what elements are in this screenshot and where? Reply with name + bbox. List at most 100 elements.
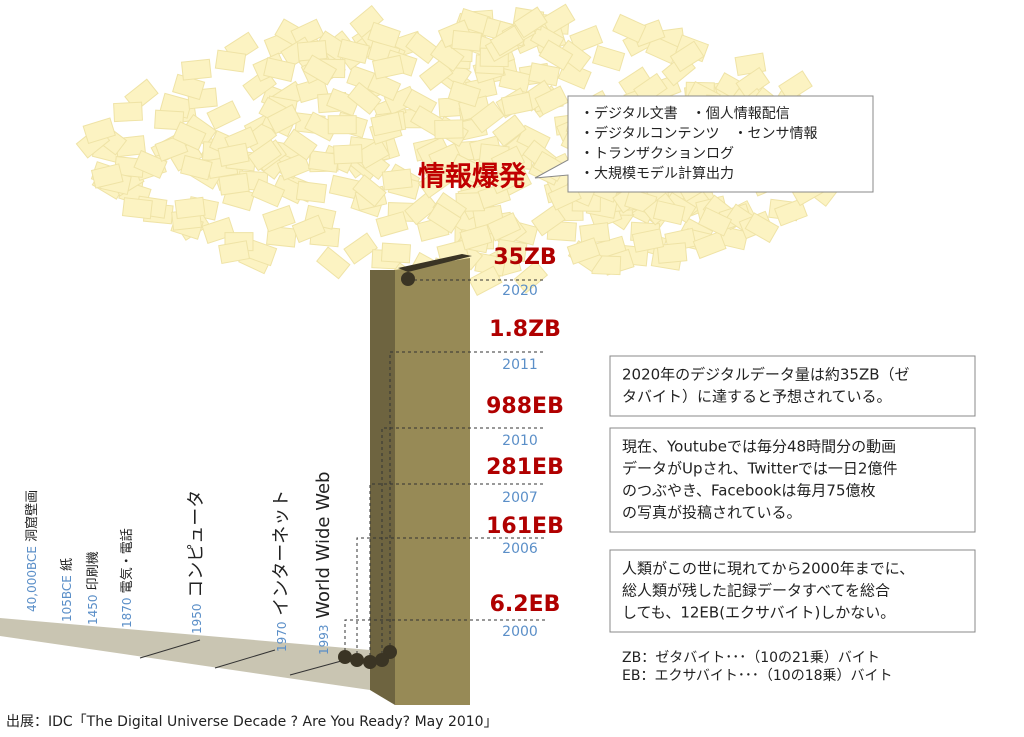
paper [214,49,247,73]
paper [492,114,527,148]
paper [380,242,412,264]
year: 2000 [502,624,538,640]
paper [291,214,326,244]
timeline-year: 1950 [190,603,204,634]
timeline-event: 印刷機 [86,551,101,590]
paper [302,54,338,86]
paper [276,152,311,181]
dot [338,650,352,664]
paper [337,38,370,65]
paper [262,204,296,233]
paper [417,166,453,199]
note-line: 総人類が残した記録データすべてを総合 [622,582,890,600]
paper [217,142,250,167]
paper [488,165,524,195]
paper [631,228,665,253]
paper [556,39,592,73]
paper [327,115,357,135]
note-line: しても、12EB(エクサバイト)しかない。 [622,604,895,622]
paper [247,139,282,172]
note-line: タバイト）に達すると予想されている。 [622,388,892,406]
paper [316,246,351,280]
dots [338,272,415,669]
timeline-event: インターネット [271,490,292,616]
paper [263,57,296,83]
note-line: の写真が投稿されている。 [622,504,802,522]
amount: 6.2EB [490,592,561,617]
paper [366,71,402,102]
timeline-event: 紙 [60,558,75,571]
paper [540,3,576,35]
amount: 988EB [486,394,564,419]
paper [486,212,522,242]
paper [113,101,143,123]
paper [434,119,464,140]
timeline: 40,000BCE 洞窟壁画 105BCE 紙 1450 印刷機 1870 電気・電話… [24,472,335,655]
paper [428,142,463,173]
year: 2010 [502,433,538,449]
paper [347,81,382,115]
timeline-event: コンピュータ [186,490,207,598]
dot [363,655,377,669]
cloud [75,3,862,297]
unit: EB：エクサバイト･･･（10の18乗）バイト [622,668,893,684]
paper [495,238,528,263]
timeline-event: World Wide Web [313,472,334,619]
paper [470,100,505,134]
paper [381,168,413,191]
paper [513,6,548,39]
paper [295,180,328,204]
paper [652,200,686,226]
timeline-year: 1993 [317,624,331,655]
paper [352,174,387,208]
paper [426,202,462,234]
paper [500,91,534,117]
guide [389,351,545,652]
paper [513,260,549,294]
amount: 281EB [486,455,564,480]
paper [692,230,727,260]
amount: 161EB [486,514,564,539]
callout-item: ・デジタルコンテンツ ・センサ情報 [580,125,817,142]
timeline-label: 105BCE 紙 [60,558,75,622]
timeline-label: 1950 コンピュータ [186,490,207,634]
paper [489,25,525,57]
paper [218,240,251,265]
note-line: 人類がこの世に現れてから2000年までに、 [622,560,914,578]
year: 2011 [502,357,538,373]
divider [139,639,201,659]
paper [174,196,206,220]
paper [206,100,241,130]
divider [289,659,346,676]
note-box [609,549,976,633]
paper [612,13,647,44]
source: 出展：IDC「The Digital Universe Decade ? Are… [6,714,498,730]
dot [350,653,364,667]
milestones: 35ZB 2020 1.8ZB 2011 988EB 2010 281EB 2007 161EB… [486,245,564,640]
paper [121,197,153,220]
callout-box [534,95,874,193]
paper [266,104,302,135]
paper [180,58,212,81]
paper [744,212,780,244]
notes: 2020年のデジタルデータ量は約35ZB（ゼタバイト）に達すると予想されている。… [609,355,976,633]
callout: ・デジタル文書 ・個人情報配信・デジタルコンテンツ ・センサ情報・トランザクショ… [580,105,817,182]
title: 情報爆発 [418,162,527,193]
unit: ZB：ゼタバイト･･･（10の21乗）バイト [622,650,880,666]
note-line: 2020年のデジタルデータ量は約35ZB（ゼ [622,366,910,384]
year: 2006 [502,541,538,557]
guide [356,537,545,660]
paper [451,29,482,52]
paper [343,232,378,265]
paper [773,198,808,227]
paper [180,154,213,181]
paper [697,206,733,237]
timeline-year: 1450 [86,594,100,625]
timeline-event: 電気・電話 [119,528,135,593]
timeline-label: 1993 World Wide Web [313,472,334,655]
paper [656,242,688,264]
paper [468,265,503,297]
paper [218,172,250,196]
divider [214,649,276,669]
